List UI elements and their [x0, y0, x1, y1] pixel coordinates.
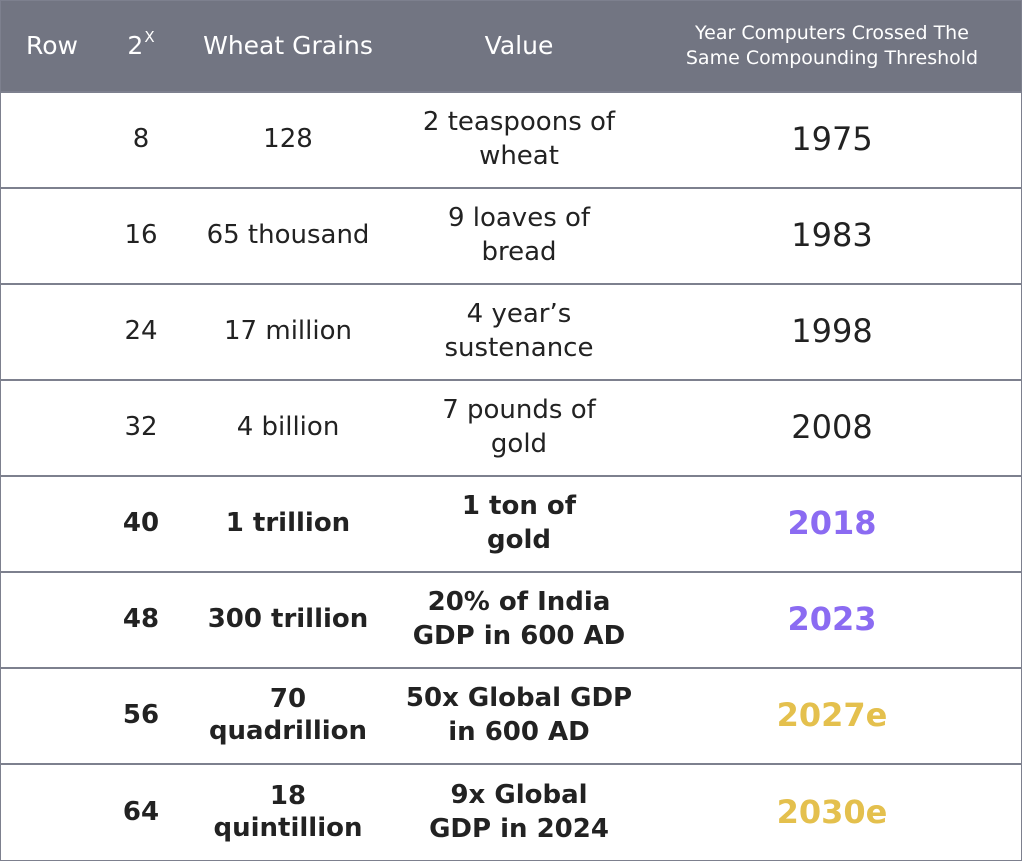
- year-cell: 2018: [787, 504, 877, 543]
- value-line: bread: [481, 237, 557, 267]
- wheat-grains-line: 65 thousand: [206, 220, 370, 251]
- wheat-grains-cell: 4 billion: [179, 381, 397, 475]
- table-row: 8 128 2 teaspoons of wheat 1975: [1, 91, 1021, 187]
- value-line: sustenance: [444, 333, 594, 363]
- power-cell: 48: [122, 604, 160, 635]
- header-wheat-grains: Wheat Grains: [203, 31, 373, 60]
- wheat-grains-line: 128: [263, 124, 313, 155]
- wheat-grains-cell: 18 quintillion: [179, 765, 397, 860]
- wheat-grains-cell: 70 quadrillion: [179, 669, 397, 763]
- header-year-line-1: Year Computers Crossed The: [695, 22, 969, 45]
- year-cell: 2023: [787, 600, 877, 639]
- wheat-grains-line: 300 trillion: [207, 604, 369, 635]
- row-label-cell: [1, 93, 103, 187]
- value-line: 9x Global: [450, 779, 588, 810]
- power-cell: 8: [132, 124, 150, 155]
- table-row: 64 18 quintillion 9x Global GDP in 2024 2030e: [1, 763, 1021, 860]
- value-cell: 9 loaves of bread: [397, 189, 641, 283]
- table-row: 16 65 thousand 9 loaves of bread 1983: [1, 187, 1021, 283]
- power-cell: 40: [122, 508, 160, 539]
- value-line: 4 year’s: [466, 299, 572, 330]
- value-cell: 7 pounds of gold: [397, 381, 641, 475]
- value-line: 20% of India: [427, 587, 611, 618]
- table-row: 56 70 quadrillion 50x Global GDP in 600 AD 20…: [1, 667, 1021, 763]
- header-power-exponent: X: [144, 27, 155, 46]
- wheat-grains-line: 18: [269, 780, 307, 811]
- value-line: 1 ton of: [461, 491, 577, 522]
- wheat-grains-line: quintillion: [213, 812, 363, 843]
- wheat-grains-cell: 128: [179, 93, 397, 187]
- value-cell: 20% of India GDP in 600 AD: [397, 573, 641, 667]
- value-cell: 2 teaspoons of wheat: [397, 93, 641, 187]
- row-label-cell: [1, 765, 103, 860]
- wheat-grains-cell: 1 trillion: [179, 477, 397, 571]
- power-cell: 64: [122, 796, 160, 827]
- value-line: gold: [490, 429, 548, 459]
- table-row: 24 17 million 4 year’s sustenance 1998: [1, 283, 1021, 379]
- value-line: GDP in 2024: [429, 813, 609, 844]
- header-power-base: 2: [127, 30, 144, 60]
- year-cell: 1983: [791, 216, 873, 255]
- value-line: gold: [486, 525, 551, 555]
- table-row: 48 300 trillion 20% of India GDP in 600 AD 2…: [1, 571, 1021, 667]
- value-line: GDP in 600 AD: [412, 621, 626, 651]
- row-label-cell: [1, 381, 103, 475]
- header-value: Value: [484, 30, 554, 60]
- year-cell: 1998: [791, 312, 873, 351]
- value-line: 2 teaspoons of: [422, 107, 616, 138]
- table-row: 32 4 billion 7 pounds of gold 2008: [1, 379, 1021, 475]
- power-cell: 56: [122, 700, 160, 731]
- wheat-grains-line: 1 trillion: [225, 508, 351, 539]
- row-label-cell: [1, 477, 103, 571]
- wheat-grains-cell: 300 trillion: [179, 573, 397, 667]
- year-cell: 2027e: [776, 696, 888, 735]
- power-cell: 32: [124, 412, 158, 443]
- row-label-cell: [1, 669, 103, 763]
- row-label-cell: [1, 573, 103, 667]
- value-line: in 600 AD: [448, 717, 590, 747]
- row-label-cell: [1, 285, 103, 379]
- wheat-grains-line: 17 million: [224, 316, 352, 347]
- value-cell: 50x Global GDP in 600 AD: [397, 669, 641, 763]
- row-label-cell: [1, 189, 103, 283]
- value-cell: 1 ton of gold: [397, 477, 641, 571]
- year-cell: 2030e: [776, 792, 888, 831]
- power-cell: 16: [124, 220, 158, 251]
- header-row: Row: [26, 30, 78, 60]
- value-line: wheat: [479, 141, 559, 171]
- value-line: 9 loaves of: [447, 203, 591, 234]
- wheat-grains-line: 70: [269, 684, 307, 715]
- year-cell: 1975: [791, 120, 873, 159]
- power-cell: 24: [124, 316, 158, 347]
- header-year: Year Computers Crossed The Same Compound…: [641, 1, 1023, 91]
- value-line: 50x Global GDP: [405, 683, 633, 714]
- value-cell: 4 year’s sustenance: [397, 285, 641, 379]
- table-row: 40 1 trillion 1 ton of gold 2018: [1, 475, 1021, 571]
- wheat-grains-cell: 65 thousand: [179, 189, 397, 283]
- value-line: 7 pounds of: [442, 395, 596, 426]
- wheat-grains-cell: 17 million: [179, 285, 397, 379]
- wheat-grains-line: 4 billion: [236, 412, 340, 443]
- value-cell: 9x Global GDP in 2024: [397, 765, 641, 860]
- wheat-grains-line: quadrillion: [208, 716, 368, 746]
- header-year-line-2: Same Compounding Threshold: [685, 47, 979, 69]
- year-cell: 2008: [791, 408, 873, 447]
